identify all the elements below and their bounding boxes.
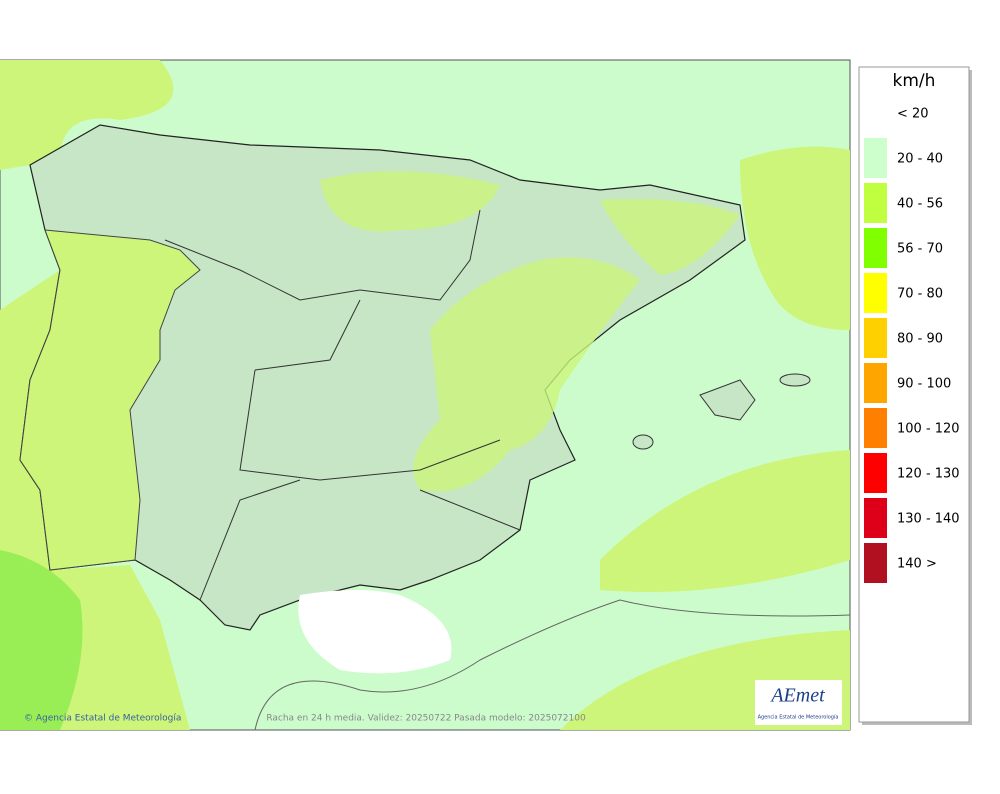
legend-label: 56 - 70 (897, 242, 943, 257)
wind-zone (0, 550, 83, 730)
legend-swatch (864, 228, 887, 268)
region-border (164, 209, 521, 601)
logo-subtitle: Agencia Estatal de Meteorología (758, 714, 839, 721)
logo-name: AEmet (769, 685, 825, 707)
legend-swatch (864, 273, 887, 313)
legend-swatch (864, 498, 887, 538)
wind-zone (320, 171, 500, 232)
clear-area (298, 590, 452, 674)
wind-zone (413, 257, 640, 492)
legend-swatch (864, 543, 887, 583)
wind-zone (600, 450, 850, 592)
map: © Agencia Estatal de Meteorología Racha … (0, 59, 851, 731)
legend-swatch (864, 93, 887, 133)
legend: km/h < 20 20 - 40 40 - 56 56 - 70 70 - 80 80 … (858, 66, 972, 725)
legend-label: 130 - 140 (897, 512, 960, 527)
legend-label: 140 > (897, 557, 937, 572)
portugal (19, 229, 201, 571)
logo-box (755, 680, 842, 725)
legend-label: 120 - 130 (897, 467, 960, 482)
legend-swatch (864, 408, 887, 448)
legend-label: 90 - 100 (897, 377, 951, 392)
legend-title: km/h (893, 71, 936, 91)
caption: Racha en 24 h media. Validez: 20250722 P… (266, 714, 586, 724)
legend-label: 40 - 56 (897, 197, 943, 212)
logo: AEmet Agencia Estatal de Meteorología (755, 680, 842, 725)
wind-zone (0, 60, 174, 170)
legend-swatch (864, 183, 887, 223)
legend-label: 80 - 90 (897, 332, 943, 347)
legend-swatch (864, 453, 887, 493)
legend-label: 100 - 120 (897, 422, 960, 437)
wind-zone (740, 146, 850, 330)
legend-label: 70 - 80 (897, 287, 943, 302)
legend-swatch (864, 318, 887, 358)
legend-label: < 20 (897, 107, 929, 122)
island (699, 379, 756, 421)
legend-swatch (864, 363, 887, 403)
island (779, 373, 811, 387)
credit: © Agencia Estatal de Meteorología (24, 714, 181, 724)
wind-zone (600, 199, 740, 275)
africa-coast (254, 599, 851, 731)
island (632, 434, 654, 450)
legend-swatch (864, 138, 887, 178)
legend-label: 20 - 40 (897, 152, 943, 167)
